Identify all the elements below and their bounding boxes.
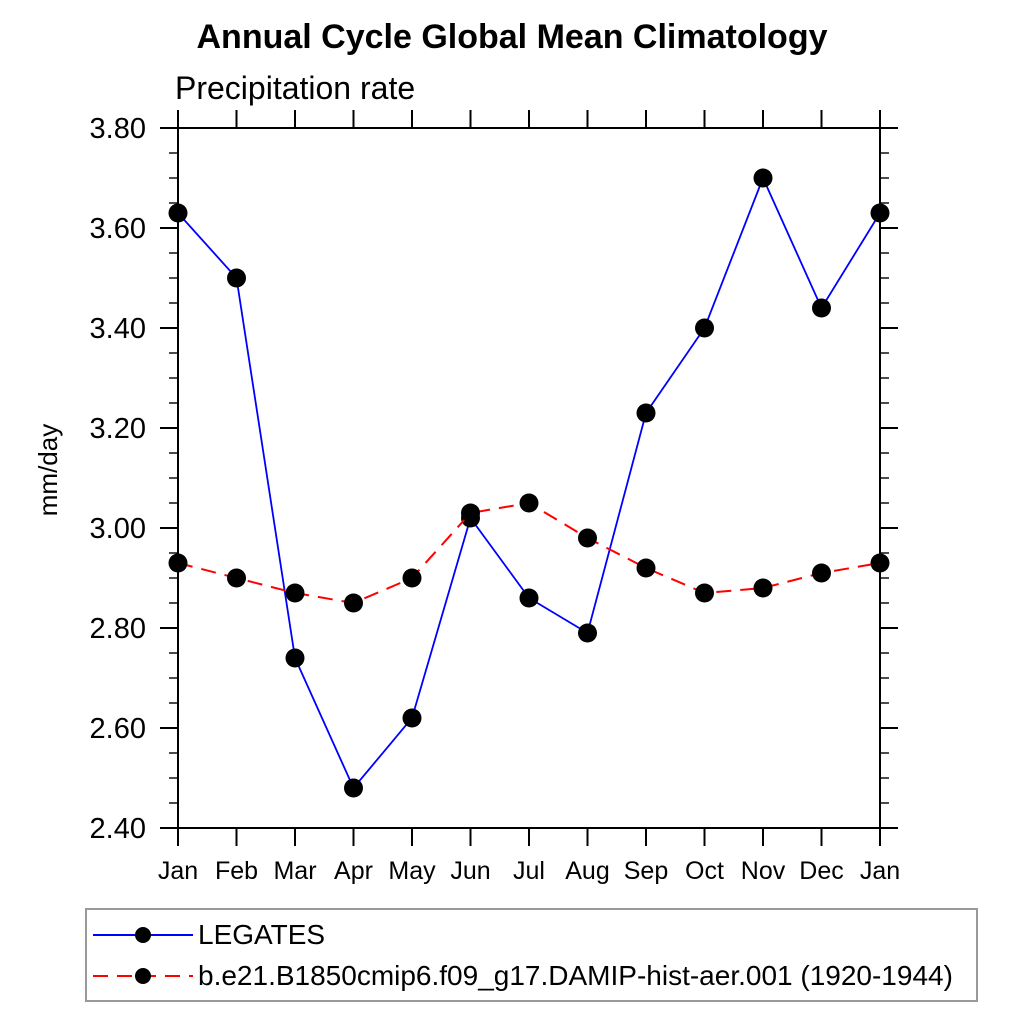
data-point-marker bbox=[870, 553, 890, 573]
x-tick-label: Aug bbox=[565, 857, 609, 885]
data-point-marker bbox=[636, 403, 656, 423]
x-tick-label: Nov bbox=[741, 857, 786, 885]
chart-subtitle: Precipitation rate bbox=[175, 70, 416, 106]
data-point-marker bbox=[227, 268, 246, 288]
legend-item-legates: LEGATES bbox=[90, 914, 976, 955]
x-tick-label: Oct bbox=[685, 857, 724, 885]
data-point-marker bbox=[519, 588, 539, 608]
data-point-marker bbox=[636, 558, 656, 578]
legend-swatch-dashed-line bbox=[93, 967, 193, 984]
data-point-marker bbox=[402, 568, 422, 588]
data-point-marker bbox=[695, 583, 714, 603]
legend-swatch-solid-line bbox=[93, 926, 193, 943]
legend-marker-dot bbox=[135, 926, 151, 943]
axis-frame bbox=[177, 127, 881, 829]
data-point-marker bbox=[578, 623, 597, 643]
legend-item-model: b.e21.B1850cmip6.f09_g17.DAMIP-hist-aer.… bbox=[90, 955, 976, 996]
data-point-marker bbox=[285, 583, 305, 603]
data-point-marker bbox=[168, 553, 188, 573]
y-tick-label: 3.60 bbox=[90, 213, 146, 245]
data-point-marker bbox=[168, 203, 188, 223]
x-tick-label: Feb bbox=[215, 857, 258, 885]
chart-title: Annual Cycle Global Mean Climatology bbox=[196, 18, 828, 56]
x-tick-label: Jul bbox=[513, 857, 545, 885]
y-tick-label: 3.20 bbox=[90, 413, 146, 445]
y-tick-label: 3.40 bbox=[90, 313, 146, 345]
data-point-marker bbox=[344, 593, 363, 613]
y-axis-label: mm/day bbox=[33, 424, 63, 516]
data-point-marker bbox=[402, 708, 422, 728]
y-tick-label: 3.00 bbox=[90, 513, 146, 545]
series-line-legates bbox=[177, 175, 881, 790]
data-point-marker bbox=[870, 203, 890, 223]
x-tick-label: Jun bbox=[450, 857, 490, 885]
x-tick-label: May bbox=[388, 857, 436, 885]
data-point-marker bbox=[812, 563, 831, 583]
data-point-marker bbox=[753, 168, 773, 188]
x-tick-label: Mar bbox=[273, 857, 316, 885]
legend-label-model: b.e21.B1850cmip6.f09_g17.DAMIP-hist-aer.… bbox=[198, 959, 953, 991]
y-tick-label: 2.40 bbox=[90, 813, 146, 845]
x-tick-label: Apr bbox=[334, 857, 373, 885]
x-tick-label: Sep bbox=[624, 857, 668, 885]
legend: LEGATES b.e21.B1850cmip6.f09_g17.DAMIP-h… bbox=[85, 908, 978, 1002]
legend-marker-dot bbox=[135, 967, 151, 984]
data-point-marker bbox=[344, 778, 363, 798]
data-point-marker bbox=[227, 568, 246, 588]
series-line-model bbox=[177, 501, 881, 605]
y-tick-label: 2.60 bbox=[90, 713, 146, 745]
y-tick-label: 3.80 bbox=[90, 113, 146, 145]
data-point-marker bbox=[753, 578, 773, 598]
data-point-marker bbox=[812, 298, 831, 318]
data-point-marker bbox=[578, 528, 597, 548]
data-point-marker bbox=[285, 648, 305, 668]
data-point-marker bbox=[519, 493, 539, 513]
data-point-marker bbox=[461, 503, 480, 523]
data-point-marker bbox=[695, 318, 714, 338]
plot-area: mm/day 2.40 2.60 2.80 3.00 3.20 3.40 3.60 3.80 J… bbox=[33, 110, 900, 885]
x-tick-label: Dec bbox=[799, 857, 843, 885]
y-tick-label: 2.80 bbox=[90, 613, 146, 645]
x-tick-label: Jan bbox=[158, 857, 198, 885]
legend-label-legates: LEGATES bbox=[198, 918, 326, 950]
x-tick-label: Jan bbox=[860, 857, 900, 885]
